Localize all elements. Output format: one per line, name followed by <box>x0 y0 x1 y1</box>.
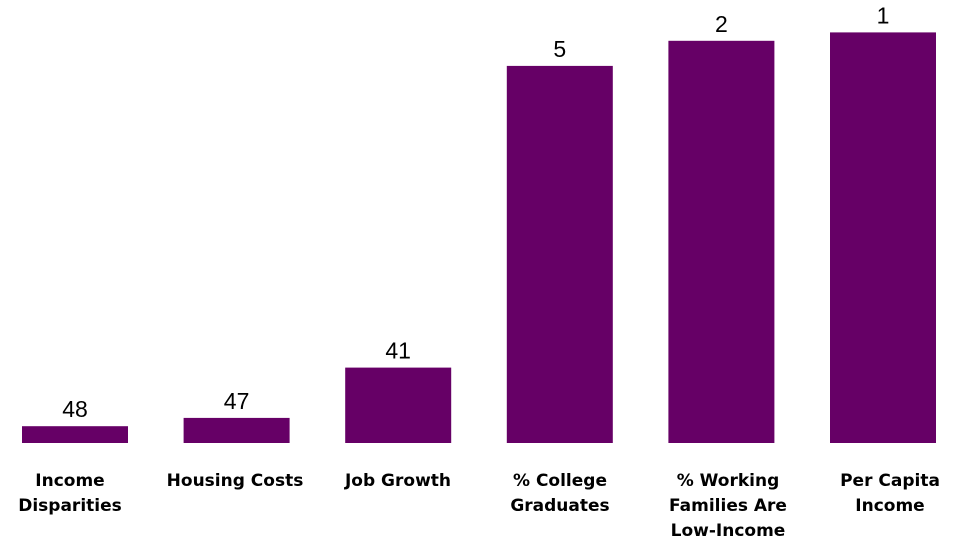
category-label-5: Per Capita Income <box>840 471 940 516</box>
bar-value-label-3: 5 <box>553 36 566 62</box>
bar-2 <box>345 367 452 443</box>
bar-1 <box>183 417 290 443</box>
category-label-line: Per Capita <box>840 471 940 491</box>
bar-4 <box>668 40 775 444</box>
category-label-line: Disparities <box>18 496 122 516</box>
category-label-line: Low-Income <box>671 521 786 541</box>
bar-value-label-4: 2 <box>715 11 728 37</box>
bar-value-label-0: 48 <box>62 396 88 422</box>
category-label-line: Graduates <box>510 496 609 516</box>
category-label-line: Families Are <box>669 496 787 516</box>
category-label-line: Housing Costs <box>167 471 304 491</box>
category-label-line: % College <box>513 471 607 491</box>
category-label-2: Job Growth <box>344 471 451 491</box>
category-label-3: % College Graduates <box>510 471 609 516</box>
bar-5 <box>830 32 936 444</box>
bar-value-label-1: 47 <box>224 388 250 414</box>
category-label-line: % Working <box>677 471 780 491</box>
category-label-0: Income Disparities <box>18 471 122 516</box>
bar-value-label-2: 41 <box>385 338 411 364</box>
bar-3 <box>506 65 613 444</box>
category-label-line: Job Growth <box>344 471 451 491</box>
category-label-line: Income <box>35 471 104 491</box>
category-label-1: Housing Costs <box>167 471 304 491</box>
bar-value-label-5: 1 <box>877 2 890 28</box>
category-label-4: % Working Families Are Low-Income <box>669 471 787 541</box>
category-label-line: Income <box>855 496 924 516</box>
bar-0 <box>22 426 128 443</box>
